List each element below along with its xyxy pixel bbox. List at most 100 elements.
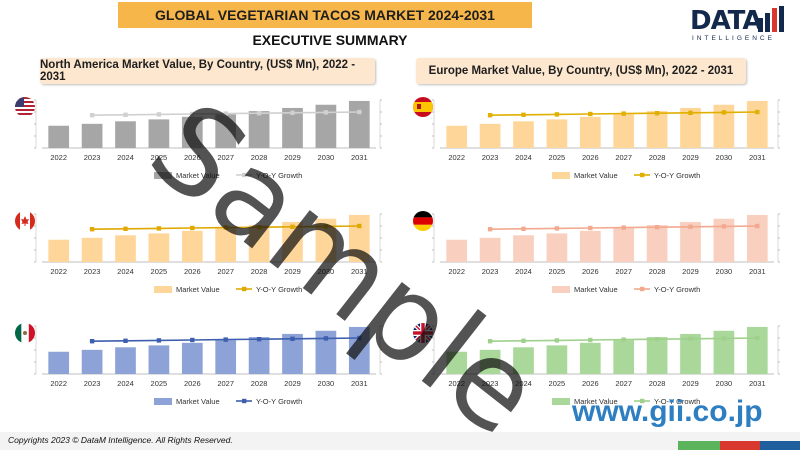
bar-2028 — [646, 337, 668, 374]
growth-point — [357, 335, 362, 341]
growth-point — [89, 227, 95, 232]
bar-2028 — [248, 111, 270, 148]
uk-flag-icon — [413, 323, 433, 343]
spain-flag-icon — [413, 97, 433, 117]
legend-market-value: Market Value — [176, 285, 220, 294]
bar-2031 — [348, 100, 370, 148]
x-tick-label: 2025 — [151, 153, 168, 162]
bar-2026 — [579, 230, 601, 262]
growth-point — [755, 335, 760, 341]
growth-point — [89, 339, 95, 344]
executive-summary-heading: EXECUTIVE SUMMARY — [252, 32, 408, 48]
x-tick-label: 2030 — [318, 379, 335, 388]
growth-point — [621, 225, 626, 230]
growth-point — [290, 336, 295, 341]
x-tick-label: 2031 — [749, 379, 766, 388]
x-tick-label: 2026 — [184, 267, 201, 276]
bar-2030 — [315, 330, 337, 374]
bar-2027 — [215, 114, 237, 148]
x-tick-label: 2025 — [549, 267, 566, 276]
x-tick-label: 2030 — [716, 153, 733, 162]
legend-market-value: Market Value — [176, 171, 220, 180]
x-tick-label: 2028 — [649, 153, 666, 162]
growth-point — [156, 338, 162, 343]
growth-point — [654, 111, 660, 116]
x-tick-label: 2024 — [117, 379, 134, 388]
bar-2026 — [181, 230, 203, 262]
growth-point — [588, 225, 593, 231]
bar-2027 — [613, 114, 635, 148]
x-tick-label: 2027 — [217, 267, 234, 276]
legend-line-marker — [640, 172, 645, 178]
logo-subtitle: INTELLIGENCE — [692, 35, 775, 42]
growth-point — [554, 112, 560, 117]
mexico-flag-icon — [15, 323, 35, 343]
bar-2023 — [479, 237, 501, 262]
bar-2025 — [546, 119, 568, 148]
x-tick-label: 2029 — [284, 267, 301, 276]
growth-point — [357, 223, 362, 229]
bar-2026 — [181, 342, 203, 374]
bar-2026 — [579, 116, 601, 148]
bar-2025 — [148, 345, 170, 374]
bar-2022 — [446, 351, 468, 374]
uk-chart-panel: 2022 2023 2024 2025 2026 2027 2028 2029 2030 2031… — [412, 322, 800, 442]
x-tick-label: 2024 — [515, 267, 532, 276]
x-tick-label: 2022 — [448, 153, 465, 162]
mexico-chart-panel: 2022 2023 2024 2025 2026 2027 2028 2029 2030 2031… — [14, 322, 404, 442]
growth-point — [223, 337, 228, 342]
canada-chart-panel: 2022 2023 2024 2025 2026 2027 2028 2029 2030 2031… — [14, 210, 404, 330]
growth-point — [123, 226, 128, 231]
x-tick-label: 2023 — [84, 267, 101, 276]
bar-2023 — [81, 349, 103, 374]
bar-2024 — [513, 347, 534, 374]
bar-2023 — [479, 349, 501, 374]
bar-2024 — [115, 121, 136, 148]
x-tick-label: 2028 — [649, 267, 666, 276]
germany-chart-panel: 2022 2023 2024 2025 2026 2027 2028 2029 2030 2031… — [412, 210, 800, 330]
growth-point — [190, 337, 195, 343]
x-tick-label: 2022 — [50, 267, 67, 276]
growth-point — [190, 111, 195, 117]
gii-site-watermark: www.gii.co.jp — [572, 395, 763, 428]
x-tick-label: 2025 — [151, 267, 168, 276]
bar-2023 — [81, 237, 103, 262]
bar-2022 — [48, 125, 70, 148]
legend-market-value: Market Value — [574, 397, 618, 406]
bar-2025 — [546, 233, 568, 262]
germany-flag-icon — [413, 211, 433, 231]
legend-line-marker — [640, 398, 645, 404]
growth-point — [156, 226, 162, 231]
growth-point — [721, 110, 727, 115]
x-tick-label: 2028 — [251, 267, 268, 276]
growth-point — [487, 227, 493, 232]
x-tick-label: 2029 — [682, 267, 699, 276]
x-tick-label: 2026 — [184, 379, 201, 388]
growth-point — [554, 338, 560, 343]
bar-2027 — [613, 340, 635, 374]
legend-market-value: Market Value — [176, 397, 220, 406]
x-tick-label: 2030 — [318, 267, 335, 276]
legend-yoy-growth: Y-O-Y Growth — [654, 285, 700, 294]
europe-section-heading: Europe Market Value, By Country, (US$ Mn… — [416, 58, 746, 84]
x-tick-label: 2023 — [84, 379, 101, 388]
growth-point — [256, 111, 262, 116]
legend-line-marker — [242, 172, 247, 178]
legend-yoy-growth: Y-O-Y Growth — [256, 171, 302, 180]
growth-point — [323, 224, 329, 229]
canada-chart: 2022 2023 2024 2025 2026 2027 2028 2029 2030 2031… — [34, 213, 382, 294]
legend-yoy-growth: Y-O-Y Growth — [256, 285, 302, 294]
growth-point — [156, 112, 162, 117]
growth-point — [554, 226, 560, 231]
bar-2030 — [713, 218, 735, 262]
x-tick-label: 2028 — [251, 379, 268, 388]
footer-accent-blue — [760, 441, 800, 450]
x-tick-label: 2031 — [351, 379, 368, 388]
x-tick-label: 2028 — [251, 153, 268, 162]
growth-point — [123, 338, 128, 343]
footer-bar — [0, 432, 800, 450]
x-tick-label: 2031 — [749, 153, 766, 162]
bar-2024 — [513, 235, 534, 262]
growth-point — [621, 337, 626, 342]
canada-flag-icon — [15, 211, 35, 231]
